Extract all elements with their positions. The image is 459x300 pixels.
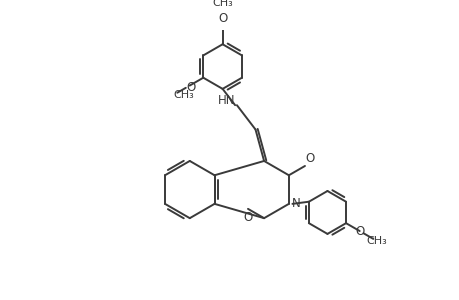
Text: O: O — [186, 81, 196, 94]
Text: O: O — [218, 12, 227, 25]
Text: N: N — [291, 197, 300, 210]
Text: O: O — [305, 152, 314, 165]
Text: CH₃: CH₃ — [366, 236, 386, 246]
Text: CH₃: CH₃ — [173, 90, 194, 100]
Text: CH₃: CH₃ — [212, 0, 233, 8]
Text: O: O — [355, 225, 364, 238]
Text: O: O — [243, 211, 252, 224]
Text: HN: HN — [217, 94, 235, 107]
